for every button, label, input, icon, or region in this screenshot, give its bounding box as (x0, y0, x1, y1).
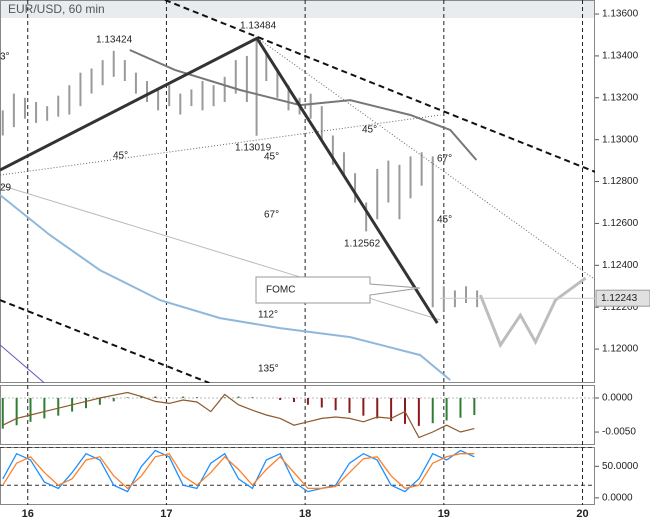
y-tick-label: 1.13400 (602, 51, 639, 62)
annotation: 45° (264, 152, 279, 163)
annotation: 67° (437, 154, 452, 165)
histogram-panel (0, 385, 595, 445)
y-tick-label: 1.12600 (602, 218, 639, 229)
annotation: 1.13019 (235, 143, 272, 154)
y-tick-label: 1.13000 (602, 134, 639, 145)
header-strip (0, 0, 595, 18)
annotation: 1.13484 (240, 21, 277, 32)
annotation: 1.12562 (344, 239, 381, 250)
annotation: FOMC (266, 285, 295, 296)
callout (255, 276, 421, 304)
main-panel (0, 0, 595, 383)
annotation: 45° (362, 125, 377, 136)
annotation: 29 (0, 183, 12, 194)
annotation: 1.13424 (96, 35, 133, 46)
annotation: 135° (258, 364, 279, 375)
y-tick-label: 1.13600 (602, 9, 639, 20)
axes: 1.13600 1.13400 1.13200 1.13000 1.12800 1.126… (22, 9, 650, 520)
y-tick-label: 0.0000 (602, 493, 633, 504)
y-tick-label: 1.12000 (602, 344, 639, 355)
chart-title: EUR/USD, 60 min (8, 2, 105, 16)
x-tick-label: 18 (299, 508, 311, 520)
signal-line (2, 391, 475, 439)
oscillator-line (2, 452, 475, 490)
last-price-label: 1.12243 (601, 293, 638, 304)
y-tick-label: 50.0000 (602, 461, 639, 472)
overlay-line (0, 114, 441, 176)
x-tick-label: 17 (160, 508, 172, 520)
annotation: 3° (0, 52, 10, 63)
last-price-tag (595, 289, 650, 307)
annotation: 45° (437, 215, 452, 226)
overlay-line (0, 194, 451, 381)
overlay-line (0, 299, 210, 383)
overlay-line (0, 344, 45, 383)
annotation: 112° (258, 310, 278, 321)
overlay-line (0, 36, 439, 324)
overlay-line (164, 0, 595, 173)
y-tick-label: 1.12400 (602, 260, 639, 271)
oscillator-plot (0, 447, 595, 505)
annotation: 45° (113, 151, 128, 162)
y-tick-label: -0.0050 (602, 427, 636, 438)
x-tick-label: 16 (22, 508, 34, 520)
y-tick-label: 0.0000 (602, 393, 633, 404)
x-tick-label: 20 (576, 508, 588, 520)
histogram-plot (0, 385, 595, 445)
overlay-line (479, 276, 587, 349)
main-plot: 1.13424 1.13484 1.13019 1.12562 45° 45° 45° 45°… (0, 0, 595, 383)
y-tick-label: 1.13200 (602, 92, 639, 103)
annotation: 67° (264, 210, 279, 221)
x-tick-label: 19 (438, 508, 450, 520)
y-tick-label: 1.12200 (602, 302, 639, 313)
y-tick-label: 1.12800 (602, 176, 639, 187)
oscillator-line (2, 449, 475, 493)
